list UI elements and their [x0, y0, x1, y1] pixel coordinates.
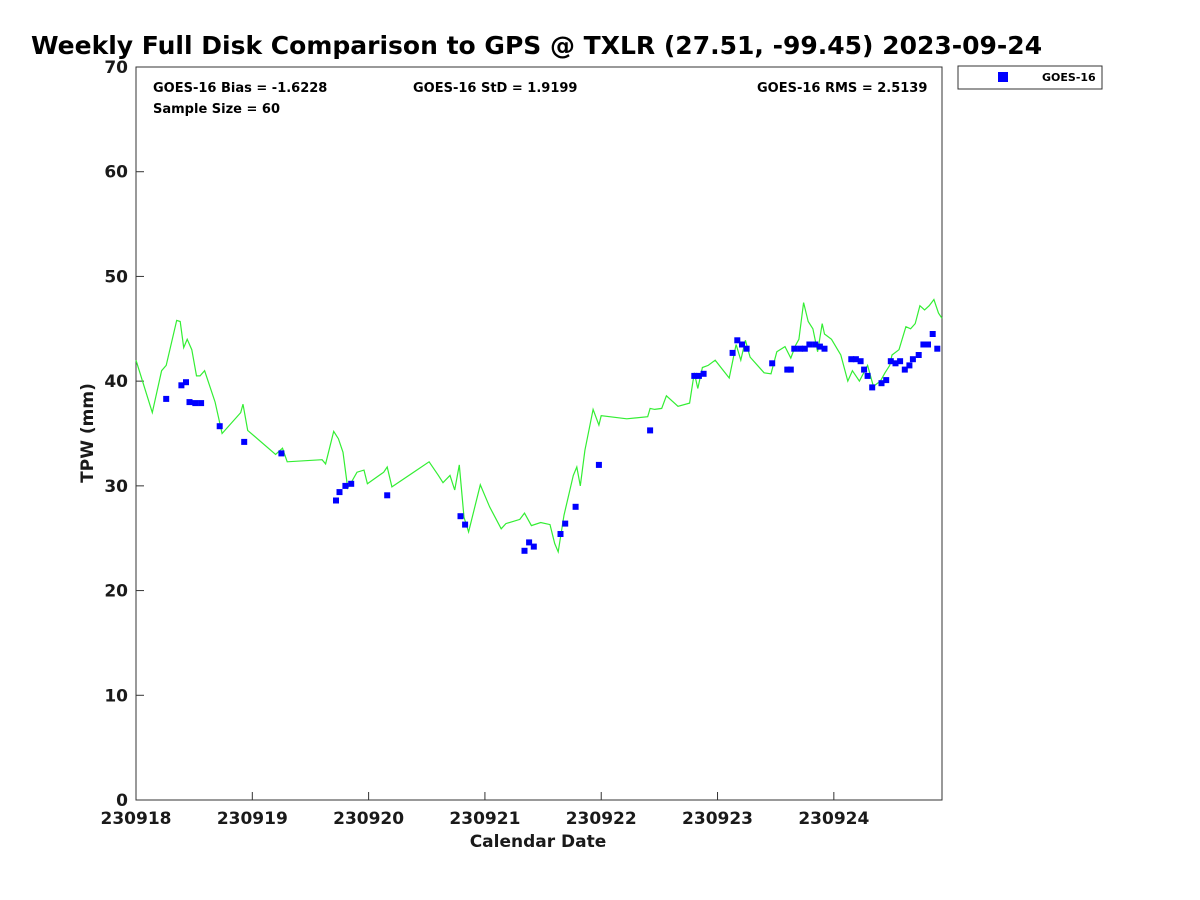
rms-stat: GOES-16 RMS = 2.5139: [757, 81, 927, 96]
goes-16-point: [864, 372, 871, 379]
goes-16-point: [925, 341, 931, 348]
y-axis-label: TPW (mm): [78, 383, 98, 483]
goes-16-point: [178, 382, 185, 389]
goes-16-point: [336, 489, 343, 496]
goes-16-point: [734, 337, 741, 344]
x-tick-label: 230924: [798, 809, 869, 829]
y-tick-label: 70: [104, 58, 128, 78]
y-tick-label: 60: [104, 163, 128, 183]
goes-16-point: [700, 370, 707, 377]
goes-16-point: [562, 520, 569, 527]
goes-16-point: [333, 497, 339, 504]
legend-label: GOES-16: [1042, 71, 1096, 84]
goes-16-point: [216, 423, 223, 430]
goes-16-point: [595, 461, 602, 468]
x-axis: 230918 230919 230920 230921 230922 230923 2309…: [101, 792, 869, 829]
x-tick-label: 230923: [682, 809, 753, 829]
goes-16-point: [526, 539, 533, 546]
y-tick-label: 40: [104, 372, 128, 392]
goes-16-point: [848, 356, 855, 363]
x-tick-label: 230920: [333, 809, 404, 829]
goes-16-point: [192, 400, 199, 407]
goes-16-point: [198, 400, 205, 407]
goes-16-point: [241, 438, 248, 445]
goes-16-point: [934, 345, 941, 352]
goes-16-point: [812, 341, 819, 348]
goes-16-point: [909, 356, 916, 363]
goes-16-point: [769, 360, 776, 367]
goes-16-point: [384, 492, 391, 499]
x-tick-label: 230921: [449, 809, 520, 829]
goes-16-point: [729, 349, 736, 356]
goes-16-point: [691, 372, 698, 379]
goes-16-point: [743, 345, 750, 352]
gps-tpw-line: [135, 298, 943, 554]
goes-16-point: [163, 395, 170, 402]
y-axis: 0 10 20 30 40 50 60 70: [104, 58, 144, 811]
goes-16-point: [869, 384, 876, 391]
goes-16-point: [348, 480, 355, 487]
y-tick-label: 0: [116, 791, 128, 811]
goes-16-point: [462, 521, 469, 528]
goes-16-point: [852, 356, 859, 363]
x-tick-label: 230922: [566, 809, 637, 829]
x-axis-label: Calendar Date: [470, 832, 607, 852]
legend: GOES-16: [957, 65, 1103, 90]
goes-16-point: [784, 366, 791, 373]
goes-16-point: [739, 341, 745, 348]
series-layer: [135, 298, 943, 554]
x-tick-label: 230918: [101, 809, 172, 829]
std-stat: GOES-16 StD = 1.9199: [413, 81, 577, 96]
goes-16-point: [816, 343, 823, 350]
goes-16-point: [892, 360, 899, 367]
legend-marker: [998, 72, 1008, 82]
goes-16-point: [695, 372, 702, 379]
goes-16-point: [883, 377, 890, 384]
plot-area: [135, 66, 943, 801]
sample-size-stat: Sample Size = 60: [153, 102, 280, 117]
goes-16-point: [801, 345, 808, 352]
goes-16-point: [342, 482, 349, 489]
goes-16-point: [572, 503, 579, 510]
y-tick-label: 20: [104, 582, 128, 602]
goes-16-point: [906, 362, 913, 369]
goes-16-point: [521, 547, 528, 554]
goes-16-point: [806, 341, 813, 348]
goes-16-point: [861, 366, 868, 373]
goes-16-point: [530, 543, 537, 550]
goes-16-point: [887, 358, 894, 365]
goes-16-point: [897, 358, 904, 365]
goes-16-point: [797, 345, 804, 352]
goes-16-point: [901, 366, 908, 373]
goes-16-point: [186, 399, 193, 406]
goes-16-point: [457, 513, 464, 520]
goes-16-point: [821, 345, 828, 352]
chart-title: Weekly Full Disk Comparison to GPS @ TXL…: [31, 31, 1042, 60]
y-tick-label: 10: [104, 686, 128, 706]
goes-16-point: [920, 341, 927, 348]
goes-16-point: [791, 345, 798, 352]
goes-16-point: [557, 531, 564, 537]
goes-16-point: [915, 352, 922, 358]
goes-16-point: [878, 380, 885, 387]
x-tick-label: 230919: [217, 809, 288, 829]
bias-stat: GOES-16 Bias = -1.6228: [153, 81, 327, 96]
goes-16-point: [929, 331, 936, 337]
y-tick-label: 30: [104, 477, 128, 497]
goes-16-point: [857, 358, 864, 365]
goes-16-point: [278, 450, 285, 457]
legend-box: [957, 65, 1103, 90]
y-tick-label: 50: [104, 267, 128, 287]
goes-16-point: [787, 366, 794, 373]
goes-16-point: [183, 379, 189, 386]
goes-16-point: [647, 427, 654, 434]
